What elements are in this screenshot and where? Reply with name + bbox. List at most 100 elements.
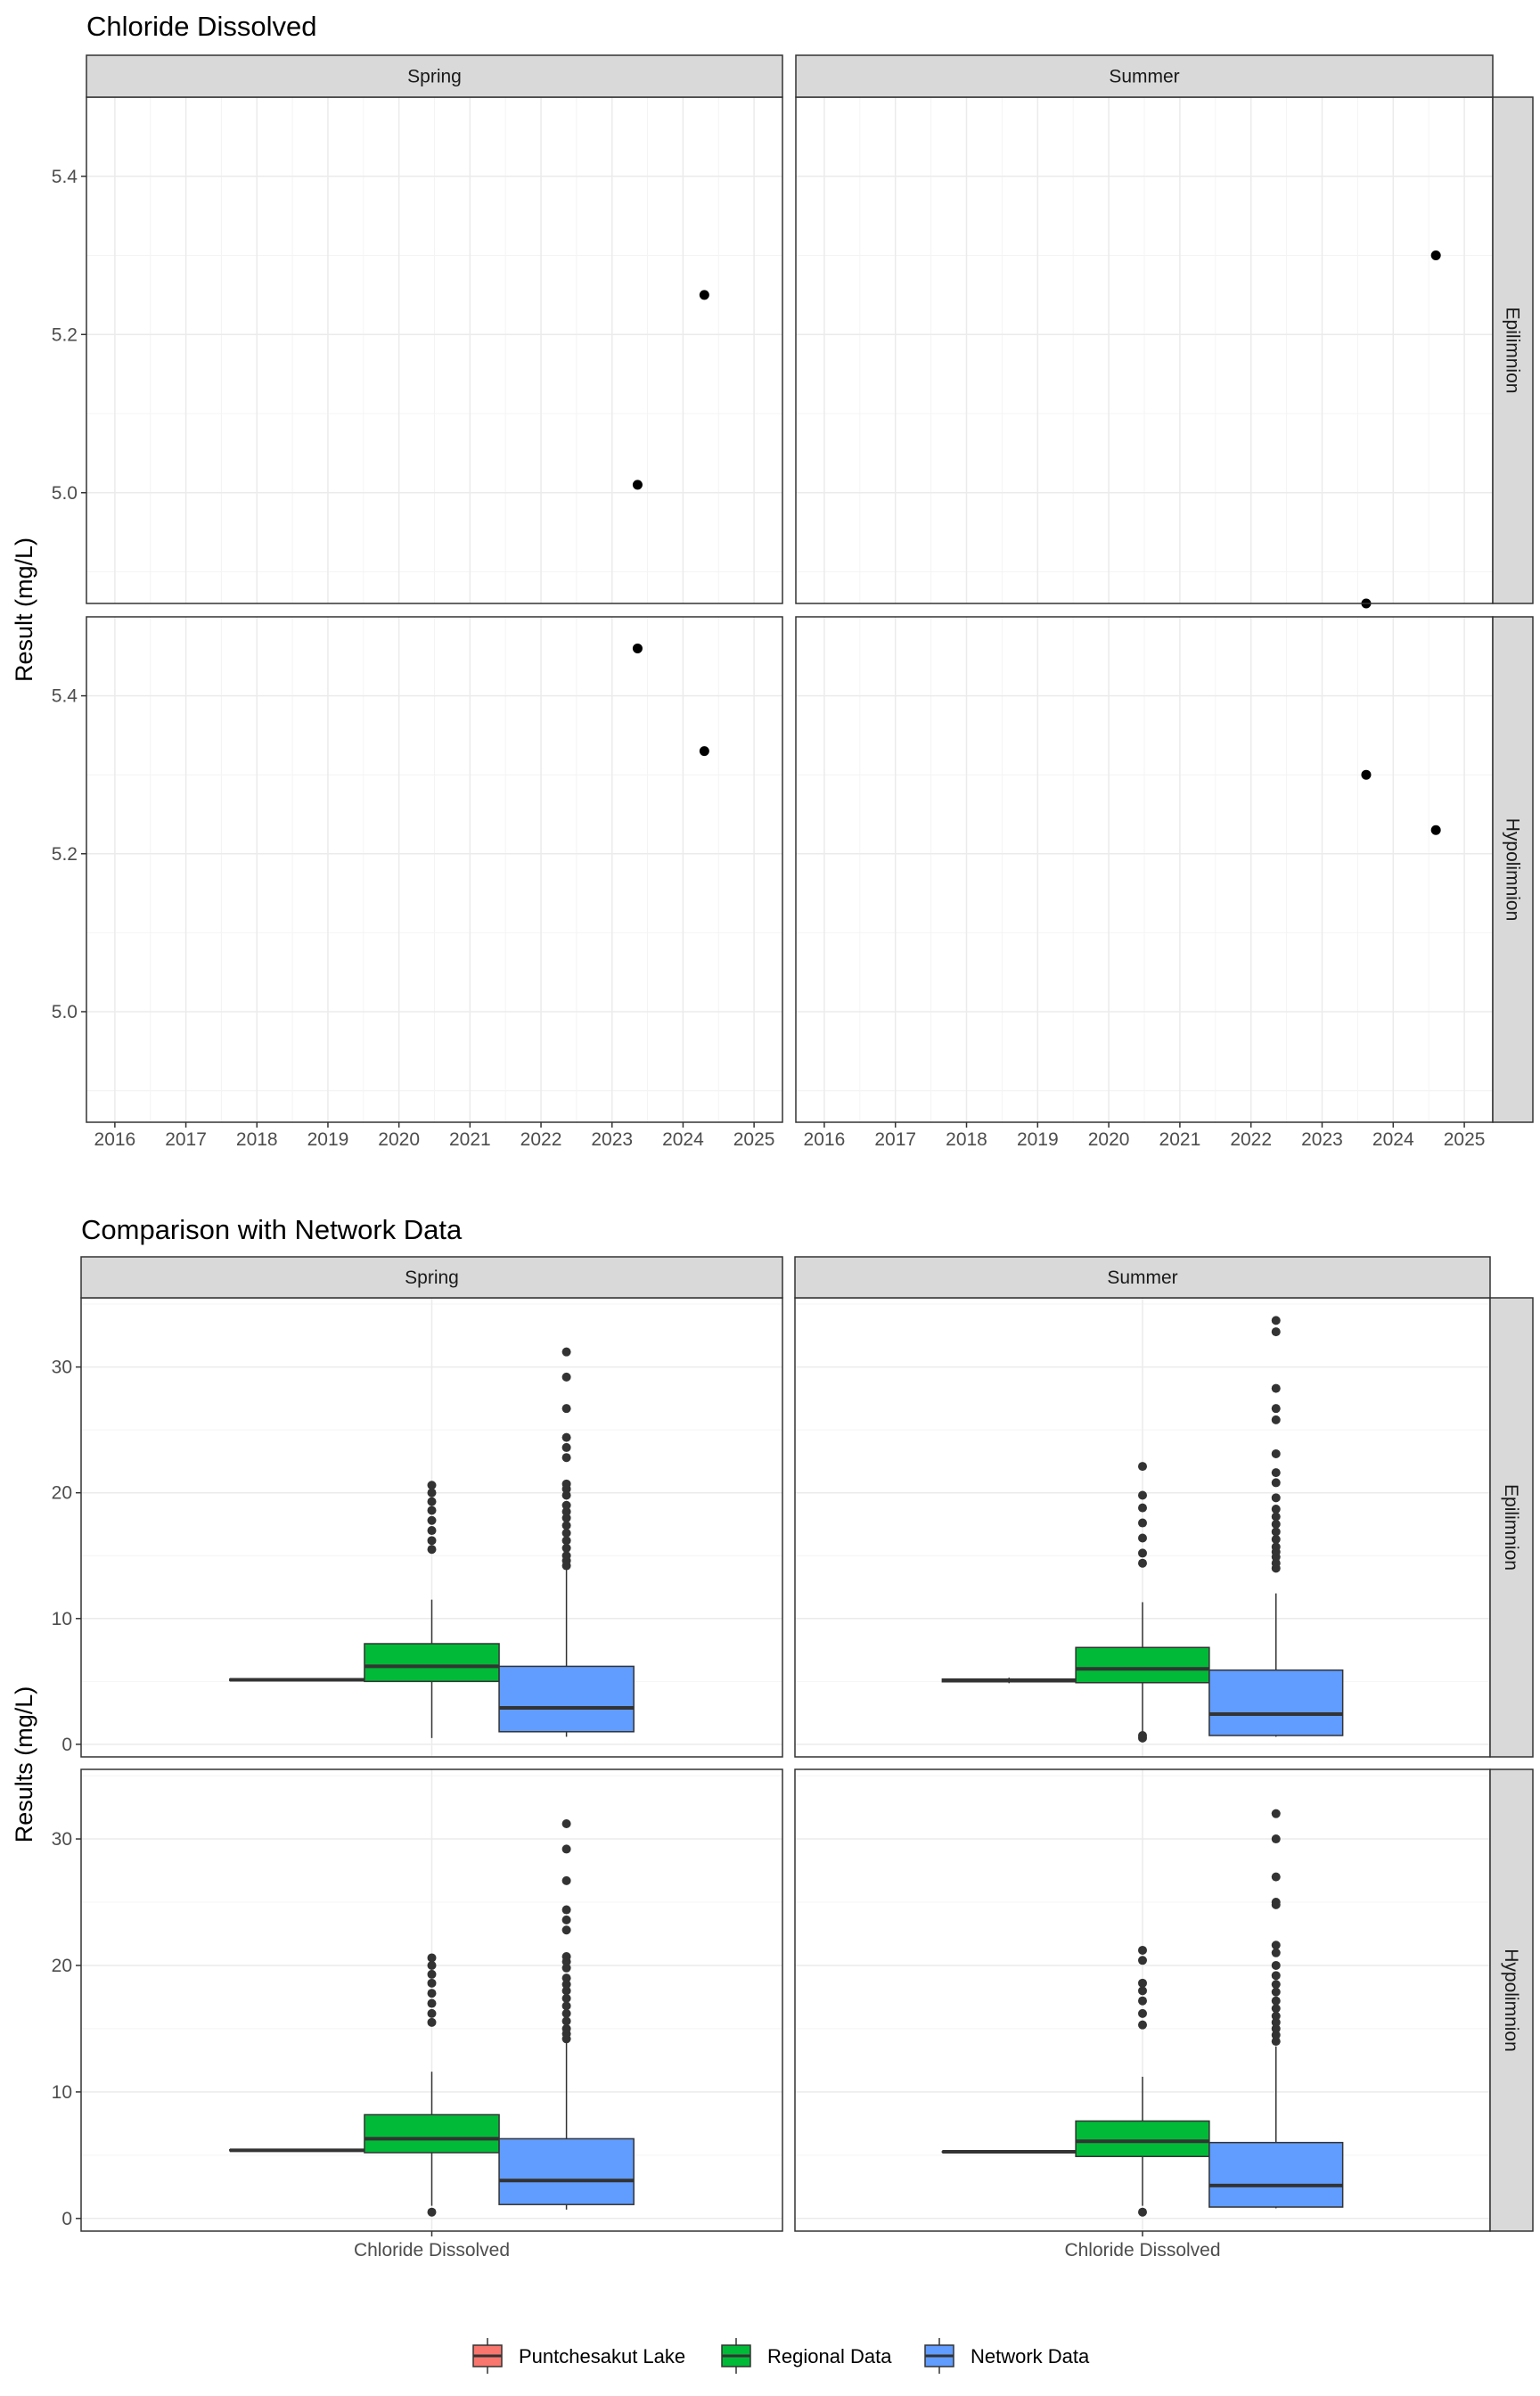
box-body bbox=[364, 2113, 500, 2154]
outlier-point bbox=[561, 2001, 571, 2011]
outlier-point bbox=[427, 1515, 437, 1525]
y-tick-label: 30 bbox=[52, 1829, 72, 1850]
outlier-point bbox=[1271, 1872, 1281, 1882]
strip-col-summer bbox=[795, 54, 1494, 98]
y-tick-label: 5.4 bbox=[52, 686, 78, 707]
strip-row-hypolimnion bbox=[1489, 1768, 1534, 2232]
outlier-point bbox=[561, 1963, 571, 1973]
outlier-point bbox=[1138, 1548, 1147, 1558]
outlier-point bbox=[1271, 1558, 1281, 1568]
data-point bbox=[1361, 769, 1372, 780]
outlier-point bbox=[427, 1989, 437, 1998]
box-body bbox=[1208, 1669, 1344, 1736]
data-point bbox=[632, 643, 643, 653]
box-body bbox=[1075, 1646, 1210, 1684]
x-tick-label: 2017 bbox=[165, 1129, 207, 1150]
outlier-point bbox=[561, 1986, 571, 1996]
outlier-point bbox=[1138, 1978, 1147, 1988]
data-point bbox=[699, 746, 709, 757]
outlier-point bbox=[561, 1819, 571, 1829]
box-puntchesakut-lake bbox=[229, 1678, 365, 1682]
y-tick-label: 5.4 bbox=[52, 167, 78, 187]
x-tick-label: 2022 bbox=[1230, 1129, 1272, 1150]
outlier-point bbox=[427, 2008, 437, 2018]
x-tick-label: 2025 bbox=[733, 1129, 775, 1150]
outlier-point bbox=[1271, 1468, 1281, 1478]
outlier-point bbox=[1271, 1478, 1281, 1488]
chart-title: Chloride Dissolved bbox=[86, 11, 316, 42]
outlier-point bbox=[561, 1347, 571, 1357]
outlier-point bbox=[427, 1998, 437, 2008]
outlier-point bbox=[561, 1372, 571, 1382]
outlier-point bbox=[427, 1497, 437, 1506]
strip-label-summer: Summer bbox=[1109, 67, 1179, 87]
outlier-point bbox=[561, 1915, 571, 1924]
outlier-point bbox=[1271, 1534, 1281, 1544]
outlier-point bbox=[427, 1953, 437, 1963]
outlier-point bbox=[561, 1442, 571, 1452]
box-puntchesakut-lake bbox=[229, 2148, 365, 2153]
outlier-point bbox=[1138, 1490, 1147, 1500]
outlier-point bbox=[1271, 1948, 1281, 1957]
outlier-point bbox=[1271, 1383, 1281, 1393]
y-axis-label: Results (mg/L) bbox=[11, 1686, 37, 1843]
x-tick-label: 2023 bbox=[1301, 1129, 1343, 1150]
x-tick-label: 2020 bbox=[378, 1129, 420, 1150]
panel-summer-hypolimnion bbox=[794, 1768, 1491, 2232]
strip-col-summer bbox=[794, 1256, 1491, 1299]
outlier-point bbox=[1138, 1731, 1147, 1741]
outlier-point bbox=[427, 1506, 437, 1515]
outlier-point bbox=[561, 1551, 571, 1561]
x-tick-label: 2021 bbox=[1159, 1129, 1201, 1150]
outlier-point bbox=[561, 2008, 571, 2018]
outlier-point bbox=[1271, 1316, 1281, 1325]
outlier-point bbox=[561, 1521, 571, 1530]
outlier-point bbox=[1271, 1960, 1281, 1970]
x-tick-label: 2022 bbox=[520, 1129, 562, 1150]
outlier-point bbox=[561, 1479, 571, 1489]
y-tick-label: 0 bbox=[61, 2209, 72, 2229]
x-tick-label: 2018 bbox=[946, 1129, 987, 1150]
x-tick-label: 2025 bbox=[1444, 1129, 1486, 1150]
box-body bbox=[498, 2138, 635, 2205]
box-body bbox=[364, 1643, 500, 1683]
legend-item-puntchesakut-lake: Puntchesakut Lake bbox=[472, 2338, 685, 2374]
panel-summer-epilimnion bbox=[794, 1297, 1491, 1758]
outlier-point bbox=[1271, 1980, 1281, 1990]
outlier-point bbox=[561, 1875, 571, 1885]
outlier-point bbox=[1271, 1996, 1281, 2006]
outlier-point bbox=[561, 2016, 571, 2026]
outlier-point bbox=[1138, 1462, 1147, 1472]
box-body bbox=[1075, 2120, 1210, 2158]
strip-label-spring: Spring bbox=[405, 1268, 459, 1288]
outlier-point bbox=[561, 2023, 571, 2033]
panel-spring-epilimnion bbox=[86, 96, 783, 604]
x-tick-label: Chloride Dissolved bbox=[1064, 2240, 1220, 2261]
outlier-point bbox=[561, 1993, 571, 2003]
strip-label-epilimnion: Epilimnion bbox=[1501, 1484, 1521, 1571]
outlier-point bbox=[1271, 1941, 1281, 1950]
outlier-point bbox=[1271, 2017, 1281, 2027]
outlier-point bbox=[1271, 2023, 1281, 2033]
outlier-point bbox=[427, 1545, 437, 1555]
x-tick-label: 2016 bbox=[804, 1129, 846, 1150]
box-regional-data bbox=[1075, 1462, 1210, 1743]
box-network-data bbox=[498, 1819, 635, 2210]
box-body bbox=[1208, 2141, 1344, 2208]
scatter-chart: Chloride Dissolved Result (mg/L) 5.0 5.2 5.4… bbox=[11, 11, 1534, 1150]
outlier-point bbox=[1271, 1834, 1281, 1844]
outlier-point bbox=[1271, 2004, 1281, 2014]
data-point bbox=[699, 290, 709, 300]
outlier-point bbox=[1271, 2011, 1281, 2021]
box-regional-data bbox=[364, 1481, 500, 1738]
outlier-point bbox=[1271, 1971, 1281, 1981]
outlier-point bbox=[561, 1404, 571, 1414]
outlier-point bbox=[427, 1960, 437, 1970]
outlier-point bbox=[561, 1453, 571, 1463]
box-network-data bbox=[1208, 1809, 1344, 2209]
box-puntchesakut-lake bbox=[941, 1678, 1077, 1684]
outlier-point bbox=[1271, 1512, 1281, 1522]
strip-label-epilimnion: Epilimnion bbox=[1503, 308, 1523, 394]
panel-spring-hypolimnion bbox=[86, 616, 783, 1123]
